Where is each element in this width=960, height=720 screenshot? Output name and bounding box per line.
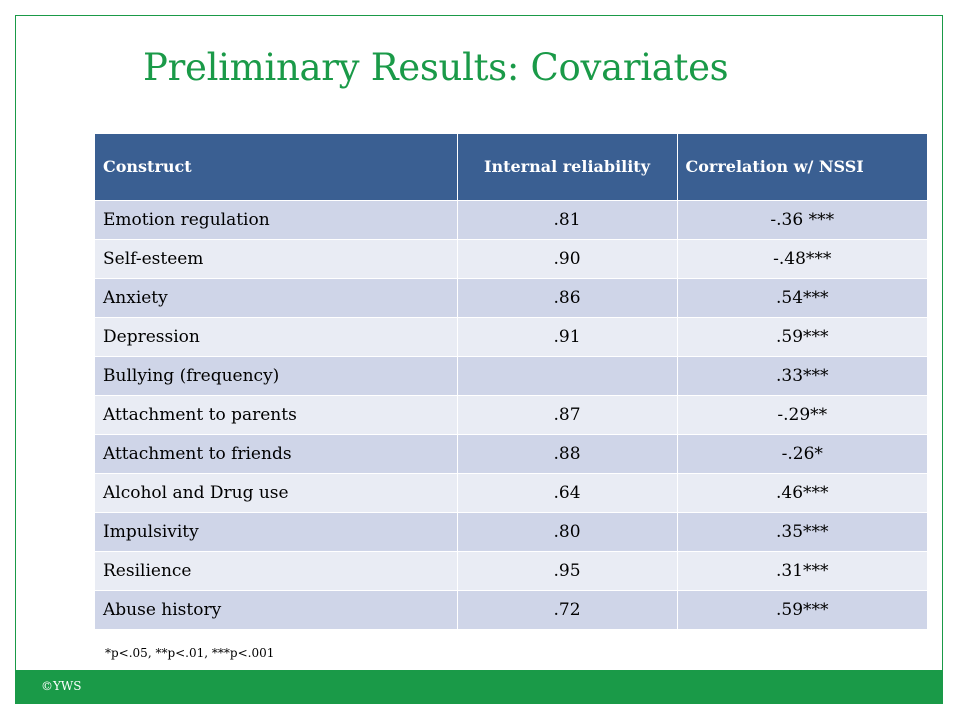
construct-cell: Self-esteem <box>95 238 458 278</box>
construct-cell: Depression <box>95 316 458 356</box>
construct-cell: Bullying (frequency) <box>95 355 458 395</box>
reliability-cell: .64 <box>457 472 678 512</box>
table-row: Self-esteem .90 -.48*** <box>95 238 927 278</box>
header-internal-reliability: Internal reliability <box>457 134 678 200</box>
correlation-cell: .46*** <box>677 472 927 512</box>
construct-cell: Impulsivity <box>95 511 458 551</box>
reliability-cell: .95 <box>457 550 678 590</box>
construct-cell: Emotion regulation <box>95 199 458 239</box>
slide-title: Preliminary Results: Covariates <box>143 46 729 89</box>
construct-cell: Resilience <box>95 550 458 590</box>
correlation-cell: .59*** <box>677 316 927 356</box>
correlation-cell: -.26* <box>677 433 927 473</box>
table-row: Attachment to parents .87 -.29** <box>95 394 927 434</box>
table-row: Abuse history .72 .59*** <box>95 589 927 629</box>
copyright-label: ©YWS <box>41 679 82 693</box>
correlation-cell: .31*** <box>677 550 927 590</box>
correlation-cell: .54*** <box>677 277 927 317</box>
correlation-cell: -.29** <box>677 394 927 434</box>
construct-cell: Attachment to parents <box>95 394 458 434</box>
header-correlation: Correlation w/ NSSI <box>677 134 927 200</box>
correlation-cell: -.36 *** <box>677 199 927 239</box>
reliability-cell: .80 <box>457 511 678 551</box>
covariates-table: Construct Internal reliability Correlati… <box>95 134 927 629</box>
reliability-cell: .87 <box>457 394 678 434</box>
reliability-cell: .88 <box>457 433 678 473</box>
table-row: Attachment to friends .88 -.26* <box>95 433 927 473</box>
header-construct: Construct <box>95 134 458 200</box>
reliability-cell: .86 <box>457 277 678 317</box>
footer-bar: ©YWS <box>15 670 943 704</box>
reliability-cell: .90 <box>457 238 678 278</box>
table-row: Impulsivity .80 .35*** <box>95 511 927 551</box>
reliability-cell: .81 <box>457 199 678 239</box>
table-row: Alcohol and Drug use .64 .46*** <box>95 472 927 512</box>
correlation-cell: .59*** <box>677 589 927 629</box>
correlation-cell: -.48*** <box>677 238 927 278</box>
correlation-cell: .35*** <box>677 511 927 551</box>
table-row: Resilience .95 .31*** <box>95 550 927 590</box>
construct-cell: Abuse history <box>95 589 458 629</box>
table-row: Emotion regulation .81 -.36 *** <box>95 199 927 239</box>
construct-cell: Alcohol and Drug use <box>95 472 458 512</box>
table-row: Depression .91 .59*** <box>95 316 927 356</box>
table-header-row: Construct Internal reliability Correlati… <box>95 134 927 200</box>
reliability-cell: .91 <box>457 316 678 356</box>
reliability-cell: .72 <box>457 589 678 629</box>
correlation-cell: .33*** <box>677 355 927 395</box>
significance-footnote: *p<.05, **p<.01, ***p<.001 <box>105 646 275 660</box>
table-row: Anxiety .86 .54*** <box>95 277 927 317</box>
table-row: Bullying (frequency) .33*** <box>95 355 927 395</box>
construct-cell: Attachment to friends <box>95 433 458 473</box>
reliability-cell <box>457 355 678 395</box>
construct-cell: Anxiety <box>95 277 458 317</box>
